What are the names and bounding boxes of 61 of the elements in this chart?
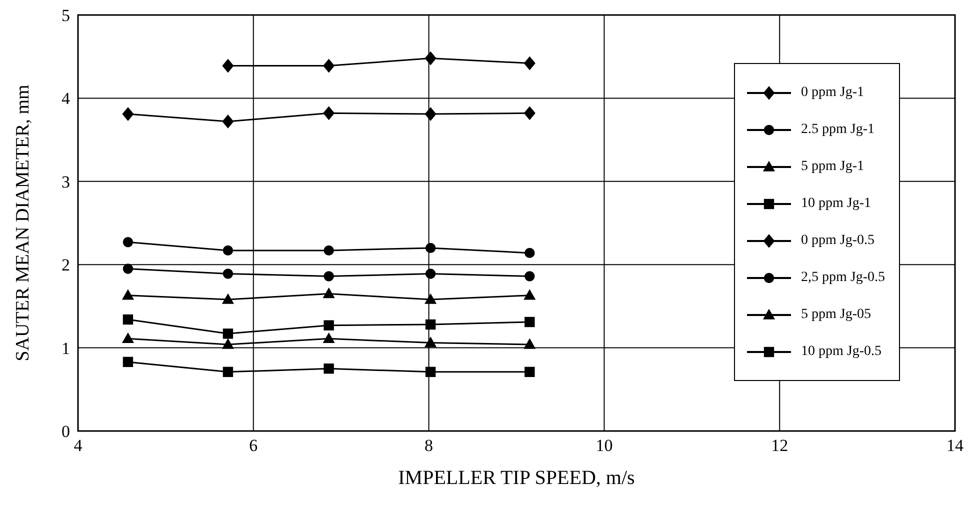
point xyxy=(323,106,334,120)
point xyxy=(424,107,436,121)
point xyxy=(222,59,234,72)
point xyxy=(524,316,535,328)
x-tick-label: 10 xyxy=(596,436,613,456)
point xyxy=(222,245,234,256)
y-axis-title: SAUTER MEAN DIAMETER, mm xyxy=(12,84,34,362)
point xyxy=(222,366,234,378)
y-tick-label: 5 xyxy=(62,6,70,26)
x-tick-label: 14 xyxy=(946,436,964,456)
point xyxy=(122,356,134,368)
point xyxy=(524,338,536,349)
point xyxy=(425,268,436,279)
point xyxy=(122,333,134,343)
point xyxy=(524,271,535,282)
point xyxy=(323,288,334,298)
x-tick-label: 6 xyxy=(249,436,258,456)
point xyxy=(324,271,334,282)
point xyxy=(222,328,234,339)
point xyxy=(524,366,535,378)
x-tick-label: 12 xyxy=(771,436,788,456)
legend-label: 5 ppm Jg-05 xyxy=(801,306,871,322)
point xyxy=(222,338,234,349)
point xyxy=(524,106,536,120)
x-axis-title: IMPELLER TIP SPEED, m/s xyxy=(398,467,636,489)
point xyxy=(324,364,334,374)
legend-label: 10 ppm Jg-1 xyxy=(801,196,871,212)
x-tick-label: 4 xyxy=(74,436,83,456)
point xyxy=(222,294,234,304)
point xyxy=(324,320,334,330)
y-tick-label: 0 xyxy=(62,422,70,442)
legend-label: 0 ppm Jg-0.5 xyxy=(801,232,874,248)
point xyxy=(424,337,436,348)
point xyxy=(122,264,134,274)
y-tick-label: 4 xyxy=(62,89,70,108)
point xyxy=(122,290,134,300)
point xyxy=(122,107,134,121)
point xyxy=(122,237,134,248)
y-tick-label: 3 xyxy=(62,172,70,192)
legend-label: 10 ppm Jg-0.5 xyxy=(801,344,882,360)
point xyxy=(425,242,436,254)
legend-label: 2.5 ppm Jg-1 xyxy=(801,122,874,138)
point xyxy=(222,114,234,128)
point xyxy=(324,245,334,256)
legend-label: 0 ppm Jg-1 xyxy=(801,84,864,100)
y-tick-label: 2 xyxy=(62,256,70,275)
point xyxy=(122,314,134,325)
point xyxy=(524,248,535,258)
point xyxy=(425,366,436,378)
point xyxy=(424,52,436,65)
point xyxy=(222,268,234,279)
x-tick-label: 8 xyxy=(424,436,434,456)
point xyxy=(425,319,436,330)
point xyxy=(323,333,334,343)
y-tick-label: 1 xyxy=(62,338,70,358)
legend-label: 5 ppm Jg-1 xyxy=(801,158,864,174)
point xyxy=(424,294,436,304)
legend-label: 2,5 ppm Jg-0.5 xyxy=(801,270,885,286)
point xyxy=(524,56,536,70)
point xyxy=(323,59,334,72)
point xyxy=(524,290,536,300)
